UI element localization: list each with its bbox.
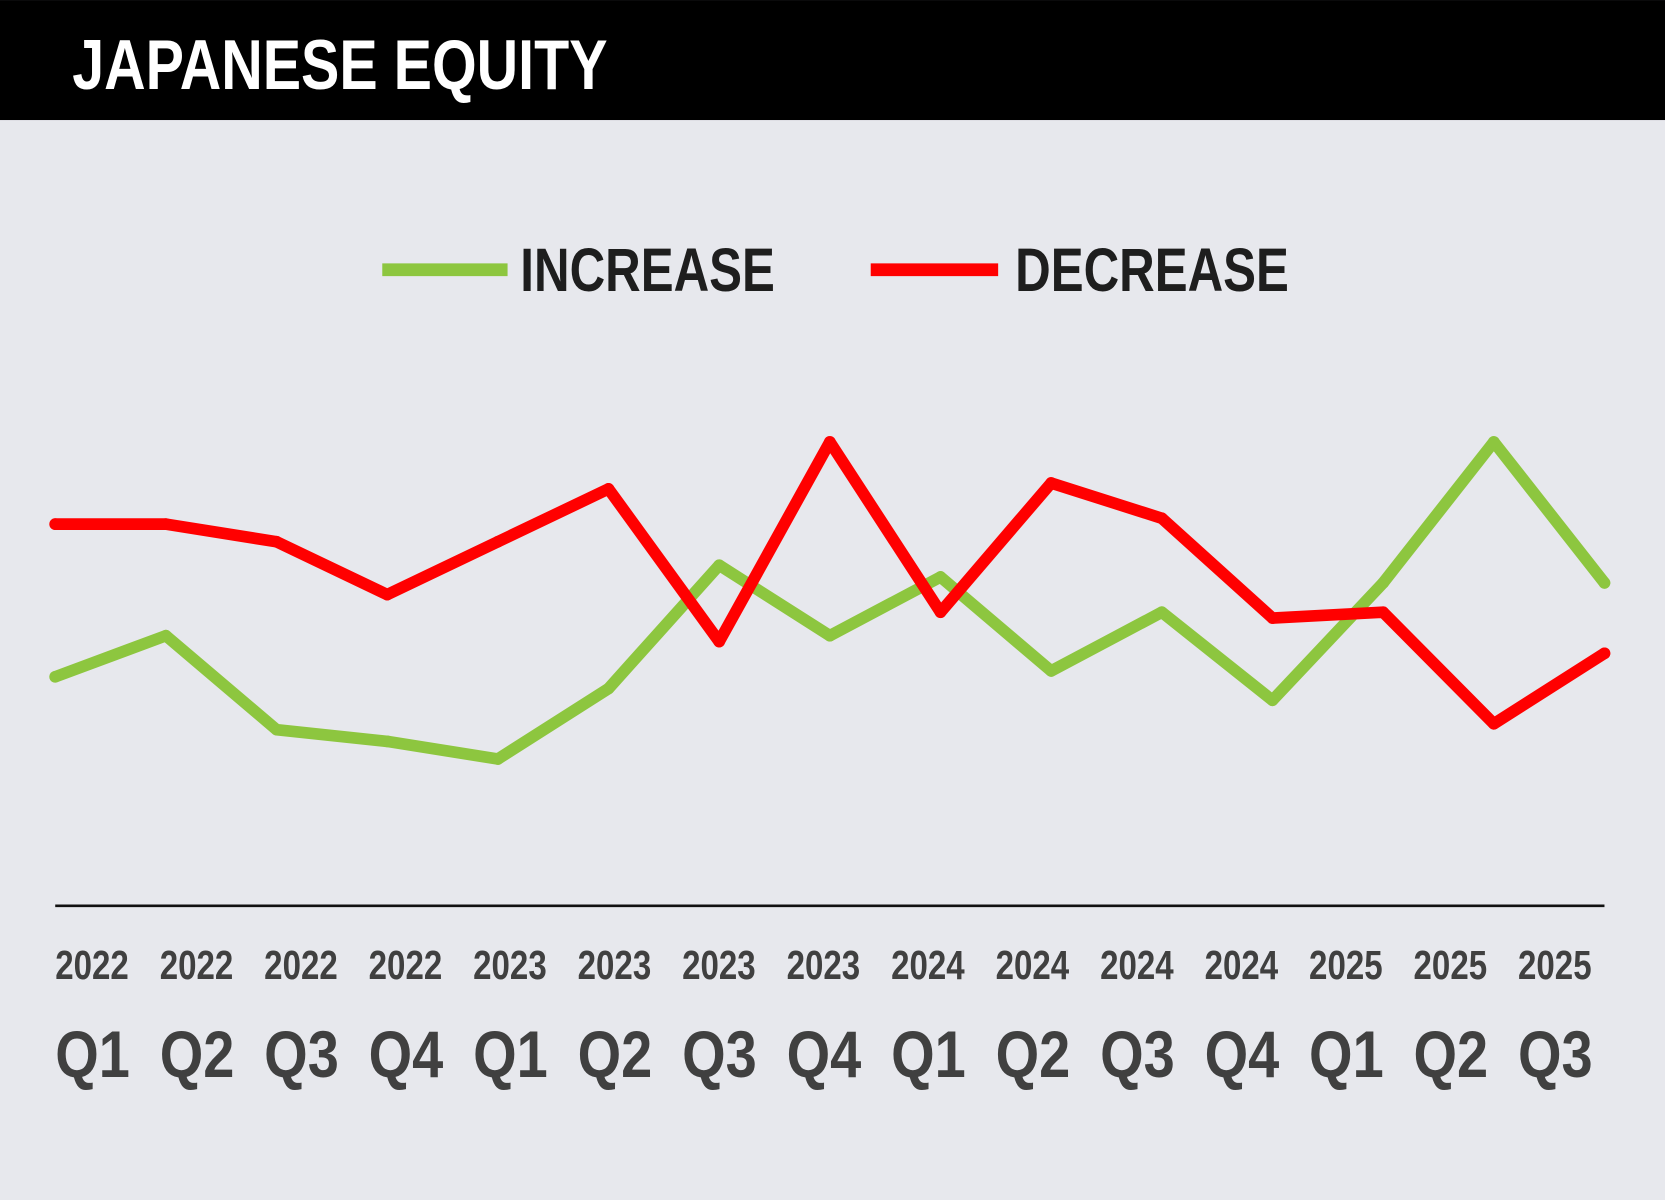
- data-point-decrease: [1598, 647, 1611, 660]
- data-point-decrease: [934, 606, 947, 619]
- x-tick-year: 2022: [160, 943, 234, 988]
- data-point-increase: [381, 735, 394, 748]
- x-tick-year: 2023: [578, 943, 652, 988]
- x-tick-quarter: Q1: [891, 1018, 966, 1091]
- x-tick-quarter: Q4: [787, 1018, 862, 1091]
- x-tick-year: 2022: [264, 943, 338, 988]
- data-point-increase: [492, 753, 504, 765]
- title-bar: [0, 0, 1665, 121]
- legend: INCREASE DECREASE: [382, 236, 1289, 304]
- x-tick-quarter: Q2: [996, 1018, 1071, 1091]
- x-tick-year: 2023: [787, 943, 861, 988]
- data-point-increase: [160, 629, 172, 642]
- series-layer: [49, 436, 1611, 765]
- data-point-increase: [1487, 436, 1500, 448]
- data-point-decrease: [824, 436, 836, 448]
- data-point-increase: [602, 682, 615, 695]
- data-point-decrease: [1155, 512, 1168, 525]
- x-tick-year: 2025: [1309, 943, 1383, 988]
- x-tick-quarter: Q2: [1414, 1018, 1489, 1091]
- data-point-decrease: [713, 635, 726, 648]
- x-tick-year: 2022: [369, 943, 443, 988]
- data-point-decrease: [160, 518, 172, 530]
- data-point-decrease: [492, 535, 504, 548]
- data-point-increase: [713, 559, 726, 572]
- data-point-increase: [270, 723, 283, 736]
- legend-label-increase: INCREASE: [520, 236, 775, 304]
- x-tick-year: 2024: [891, 943, 965, 988]
- x-tick-year: 2024: [1205, 943, 1279, 988]
- x-tick-quarter: Q3: [264, 1018, 339, 1091]
- data-point-increase: [824, 629, 836, 642]
- data-point-increase: [1045, 665, 1058, 677]
- x-tick-year: 2023: [473, 943, 547, 988]
- data-point-increase: [1266, 694, 1279, 707]
- x-tick-quarter: Q3: [1100, 1018, 1175, 1091]
- data-point-increase: [1598, 577, 1611, 589]
- x-tick-quarter: Q1: [473, 1018, 548, 1091]
- data-point-decrease: [1045, 477, 1058, 489]
- legend-label-decrease: DECREASE: [1015, 236, 1289, 304]
- x-tick-quarter: Q2: [578, 1018, 653, 1091]
- data-point-decrease: [1487, 717, 1500, 730]
- x-tick-quarter: Q1: [1309, 1018, 1384, 1091]
- chart-title: JAPANESE EQUITY: [72, 26, 607, 105]
- data-point-decrease: [270, 535, 283, 548]
- x-tick-year: 2025: [1518, 943, 1592, 988]
- x-axis-ticks: 2022 Q1 2022 Q2 2022 Q3 2022 Q4 2023 Q1 2023 Q2 2023…: [55, 943, 1592, 1091]
- x-tick-quarter: Q4: [369, 1018, 444, 1091]
- data-point-increase: [49, 670, 62, 683]
- data-point-decrease: [1377, 606, 1389, 619]
- data-point-decrease: [381, 588, 394, 601]
- data-point-increase: [1377, 577, 1389, 589]
- x-tick-quarter: Q2: [160, 1018, 235, 1091]
- x-tick-year: 2024: [1100, 943, 1174, 988]
- data-point-increase: [1155, 606, 1168, 619]
- x-tick-quarter: Q1: [55, 1018, 130, 1091]
- data-point-decrease: [49, 518, 62, 530]
- x-tick-year: 2022: [55, 943, 129, 988]
- x-tick-quarter: Q3: [1518, 1018, 1593, 1091]
- data-point-decrease: [1266, 612, 1279, 624]
- x-tick-year: 2023: [682, 943, 756, 988]
- x-tick-year: 2025: [1414, 943, 1488, 988]
- x-tick-quarter: Q4: [1205, 1018, 1280, 1091]
- x-tick-quarter: Q3: [682, 1018, 757, 1091]
- data-point-increase: [934, 571, 947, 583]
- data-point-decrease: [602, 483, 615, 495]
- x-tick-year: 2024: [996, 943, 1070, 988]
